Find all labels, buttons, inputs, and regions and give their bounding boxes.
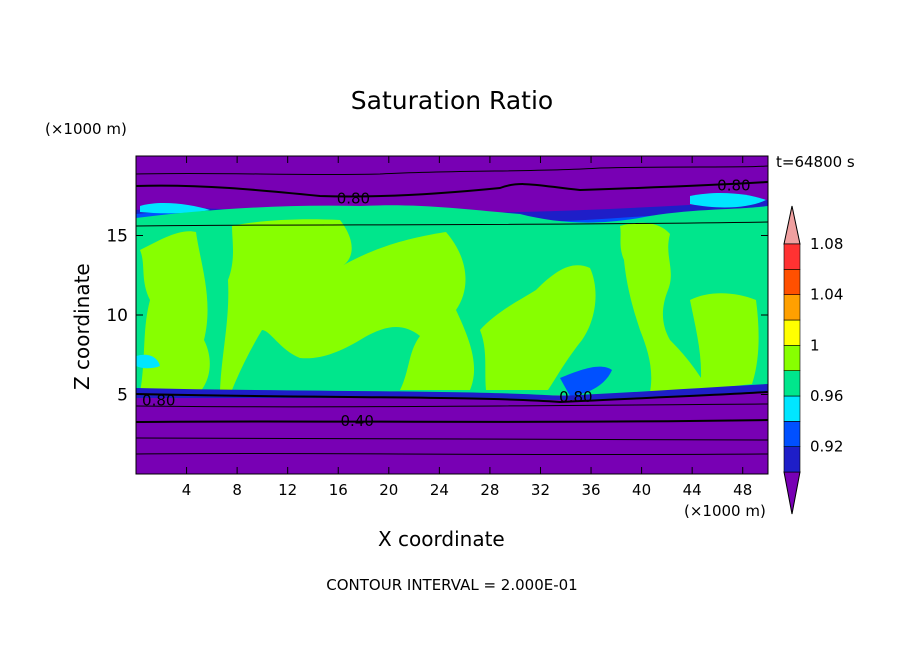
colorbar-segment <box>783 294 801 321</box>
contour-label: 0.80 <box>717 177 750 195</box>
contour-label: 0.80 <box>142 391 175 409</box>
y-axis-ticks: 5 10 15 <box>106 227 768 406</box>
contour-lines <box>136 165 768 456</box>
contour-line-lower-2 <box>136 437 768 441</box>
colorbar-segment <box>783 421 801 447</box>
x-axis-label: X coordinate <box>378 527 505 551</box>
cloud-core-3 <box>480 265 596 390</box>
x-tick-label: 4 <box>182 481 192 499</box>
lower-dry-layer-fill <box>136 396 768 474</box>
colorbar-segment <box>783 345 801 371</box>
x-tick-label: 12 <box>278 481 297 499</box>
colorbar-label: 0.92 <box>810 438 843 456</box>
colorbar-high-extension <box>783 205 801 245</box>
colorbar-segment <box>783 370 801 397</box>
colorbar-segment <box>783 269 801 295</box>
contour-interval-label: CONTOUR INTERVAL = 2.000E-01 <box>326 576 578 594</box>
contour-line-0-40 <box>136 419 768 423</box>
time-label: t=64800 s <box>776 153 855 171</box>
contour-label: 0.40 <box>340 412 373 430</box>
x-tick-label: 20 <box>379 481 398 499</box>
y-axis-scale-label: (×1000 m) <box>45 120 127 138</box>
colorbar-segment <box>783 319 801 346</box>
y-tick-label: 10 <box>106 306 128 326</box>
x-tick-label: 40 <box>632 481 651 499</box>
colorbar: 0.92 0.96 1 1.04 1.08 <box>783 205 843 515</box>
colorbar-low-extension <box>783 471 801 515</box>
contour-line-0-80-lower <box>136 391 768 404</box>
y-tick-label: 5 <box>117 386 128 406</box>
x-tick-label: 24 <box>430 481 449 499</box>
x-axis-scale-label: (×1000 m) <box>684 502 766 520</box>
x-tick-label: 32 <box>531 481 550 499</box>
contour-line-lower-3 <box>136 452 768 456</box>
x-tick-label: 16 <box>329 481 348 499</box>
x-tick-label: 8 <box>232 481 242 499</box>
cloud-core-4 <box>620 222 710 392</box>
x-tick-label: 28 <box>480 481 499 499</box>
contour-label: 0.80 <box>337 189 370 207</box>
upper-cyan-patch-right <box>690 193 766 208</box>
contour-field <box>136 156 768 474</box>
contour-labels: 0.80 0.80 0.80 0.80 0.40 <box>142 177 751 430</box>
chart-title: Saturation Ratio <box>350 86 554 115</box>
colorbar-label: 1.04 <box>810 286 843 304</box>
colorbar-label: 0.96 <box>810 387 843 405</box>
colorbar-segment <box>783 243 801 270</box>
y-tick-label: 15 <box>106 227 128 247</box>
cloud-core-1 <box>140 231 210 392</box>
contour-line-0-80-upper <box>136 181 768 198</box>
contour-line-lower-1 <box>136 403 768 408</box>
x-axis-ticks: 4 8 12 16 20 24 28 32 36 40 44 48 <box>182 156 752 499</box>
cloud-core-5 <box>690 293 759 390</box>
colorbar-label: 1 <box>810 336 820 354</box>
x-tick-label: 44 <box>683 481 702 499</box>
cloud-core-2 <box>220 219 475 390</box>
contour-line-cloud-top <box>136 221 768 227</box>
x-tick-label: 36 <box>581 481 600 499</box>
left-cyan-patch <box>136 354 160 369</box>
contour-line-upper-1 <box>136 165 768 176</box>
contour-label: 0.80 <box>559 388 592 406</box>
colorbar-segment <box>783 395 801 422</box>
upper-cyan-patch-left <box>140 203 210 214</box>
x-tick-label: 48 <box>733 481 752 499</box>
cloud-base-blue-patch <box>560 366 612 396</box>
colorbar-label: 1.08 <box>810 235 843 253</box>
colorbar-segment <box>783 446 801 473</box>
